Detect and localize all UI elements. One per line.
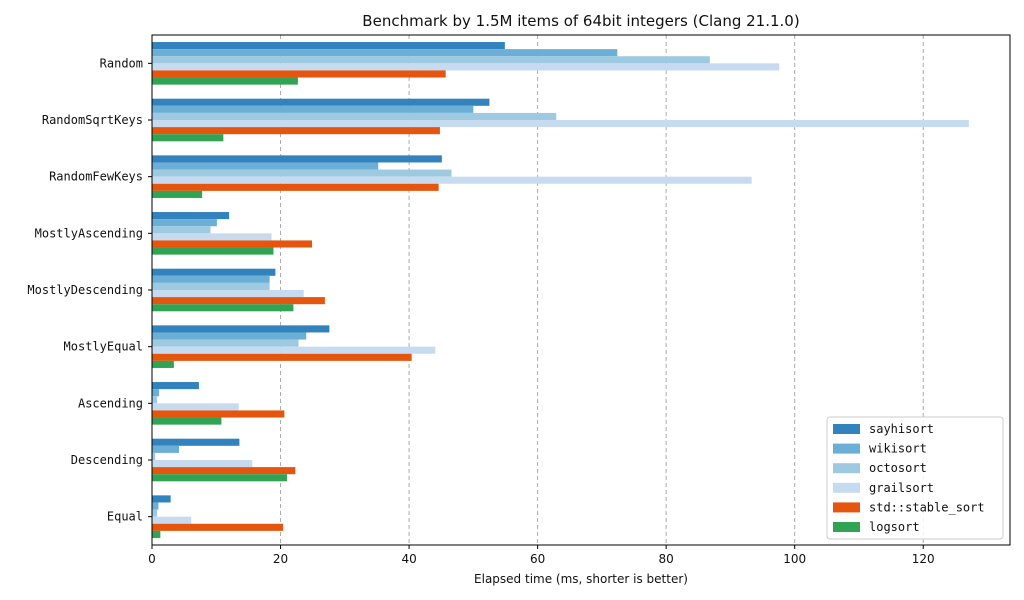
legend-swatch (833, 502, 860, 513)
bar (152, 403, 239, 411)
bar (152, 56, 710, 64)
x-axis-label: Elapsed time (ms, shorter is better) (474, 572, 688, 586)
legend-label: wikisort (869, 442, 927, 456)
legend-label: std::stable_sort (869, 500, 985, 514)
bar (152, 233, 272, 241)
legend-box (826, 416, 1004, 540)
bar (152, 304, 294, 312)
category-label: RandomSqrtKeys (42, 113, 143, 127)
bar (152, 282, 270, 290)
bar (152, 474, 287, 482)
bar (152, 297, 325, 305)
legend-swatch (833, 443, 860, 454)
bar (152, 219, 217, 227)
bars-group (152, 42, 969, 538)
legend-swatch (833, 463, 860, 474)
y-axis: Random RandomSqrtKeys RandomFewKeys MostlyA… (27, 56, 152, 524)
bar (152, 360, 174, 368)
bar (152, 438, 240, 446)
bar (152, 275, 270, 283)
bar (152, 247, 274, 255)
legend-label: octosort (869, 461, 927, 475)
bar (152, 42, 505, 50)
category-label: Descending (71, 453, 143, 467)
bar (152, 134, 224, 142)
chart-title: Benchmark by 1.5M items of 64bit integer… (362, 12, 799, 30)
bar (152, 452, 156, 460)
legend-swatch (833, 522, 860, 532)
bar (152, 162, 379, 170)
bar (152, 63, 780, 71)
bar (152, 396, 158, 404)
x-tick-label: 100 (783, 552, 806, 566)
bar (152, 70, 446, 78)
category-label: MostlyAscending (35, 226, 143, 240)
bar (152, 389, 160, 397)
bar (152, 410, 285, 418)
bar (152, 169, 452, 177)
legend-label: grailsort (869, 481, 934, 495)
bar (152, 49, 618, 57)
bar (152, 332, 307, 340)
bar (152, 112, 557, 120)
x-tick-label: 20 (273, 552, 288, 566)
bar (152, 495, 171, 503)
legend-swatch (833, 482, 860, 493)
category-label: Equal (107, 510, 143, 524)
category-label: MostlyEqual (64, 340, 143, 354)
bar (152, 417, 222, 425)
bar (152, 176, 752, 184)
bar (152, 268, 276, 276)
category-label: Ascending (78, 396, 143, 410)
legend-label: logsort (869, 520, 920, 534)
bar (152, 226, 211, 234)
bar (152, 325, 330, 333)
bar (152, 290, 304, 298)
bar (152, 467, 296, 475)
bar (152, 339, 299, 347)
bar (152, 509, 158, 517)
bar (152, 523, 284, 531)
bar (152, 382, 199, 390)
bar (152, 445, 179, 453)
legend: sayhisortwikisortoctosortgrailsortstd::s… (826, 416, 1004, 540)
x-axis: 0 20 40 60 80 100 120 (148, 545, 935, 566)
x-tick-label: 60 (530, 552, 545, 566)
bar (152, 105, 474, 113)
bar (152, 155, 442, 163)
bar (152, 120, 969, 128)
legend-swatch (833, 424, 860, 434)
bar (152, 183, 439, 191)
bar (152, 346, 436, 354)
x-tick-label: 40 (401, 552, 416, 566)
bar (152, 516, 192, 524)
bar (152, 77, 298, 85)
bar (152, 502, 159, 510)
category-label: MostlyDescending (27, 283, 143, 297)
bar (152, 127, 440, 135)
category-label: RandomFewKeys (49, 170, 143, 184)
bar (152, 212, 230, 220)
bar (152, 353, 412, 361)
bar (152, 240, 313, 248)
category-label: Random (100, 56, 143, 70)
bar (152, 530, 161, 538)
x-tick-label: 80 (659, 552, 674, 566)
legend-label: sayhisort (869, 422, 934, 436)
x-tick-label: 120 (912, 552, 935, 566)
x-tick-label: 0 (148, 552, 156, 566)
bar (152, 98, 490, 106)
bar (152, 460, 253, 468)
bar (152, 190, 203, 198)
